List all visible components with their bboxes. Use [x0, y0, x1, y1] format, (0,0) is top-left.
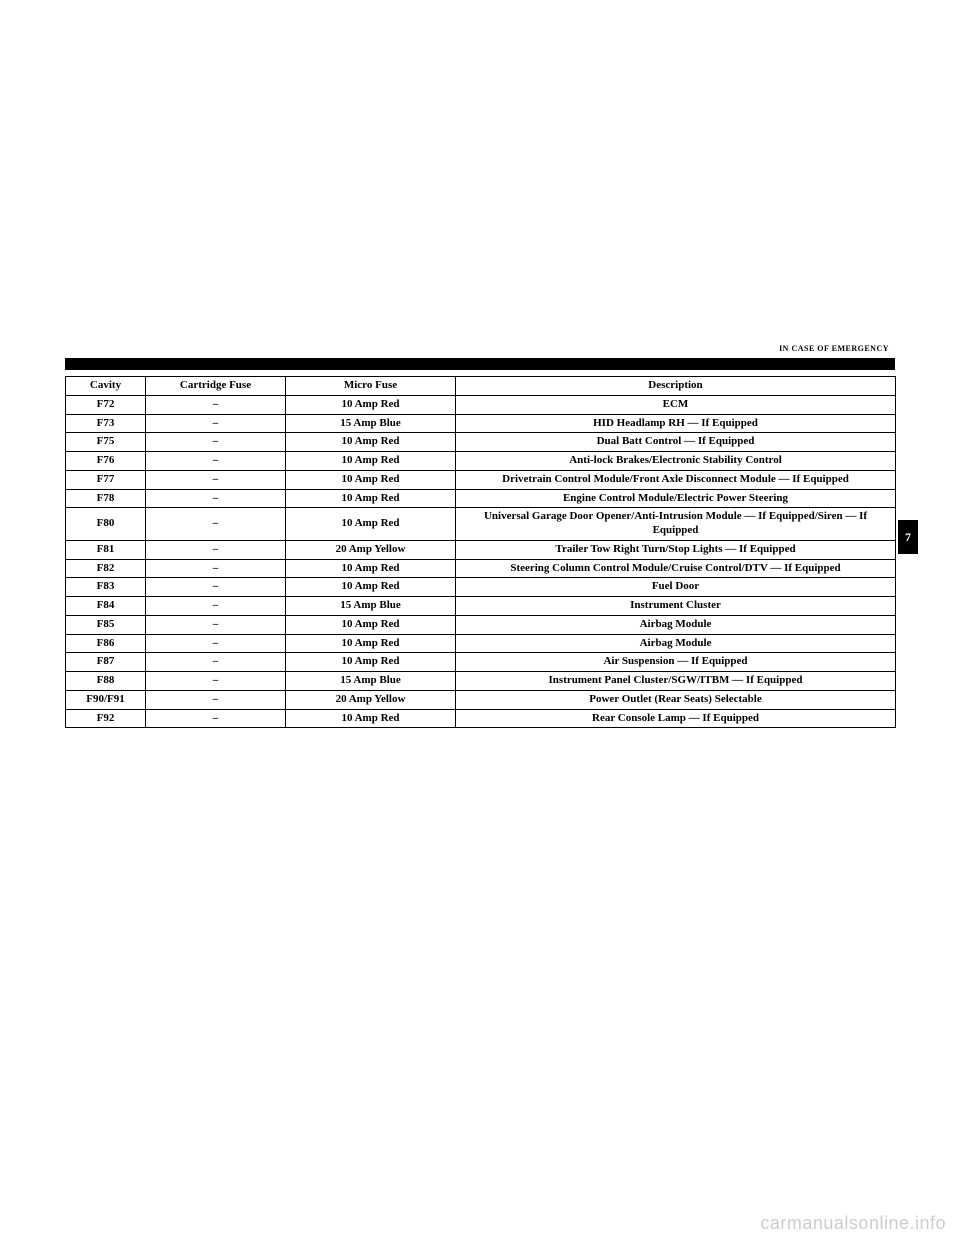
table-cell: 10 Amp Red [286, 653, 456, 672]
table-cell: Air Suspension — If Equipped [456, 653, 896, 672]
table-cell: F75 [66, 433, 146, 452]
table-head: Cavity Cartridge Fuse Micro Fuse Descrip… [66, 377, 896, 396]
table-cell: F77 [66, 470, 146, 489]
section-label: IN CASE OF EMERGENCY [779, 344, 889, 353]
table-cell: – [146, 414, 286, 433]
table-row: F78–10 Amp RedEngine Control Module/Elec… [66, 489, 896, 508]
table-cell: 15 Amp Blue [286, 597, 456, 616]
table-cell: 20 Amp Yellow [286, 690, 456, 709]
table-row: F77–10 Amp RedDrivetrain Control Module/… [66, 470, 896, 489]
table-cell: HID Headlamp RH — If Equipped [456, 414, 896, 433]
table-cell: F73 [66, 414, 146, 433]
table-cell: Airbag Module [456, 634, 896, 653]
table-cell: F80 [66, 508, 146, 541]
table-cell: – [146, 709, 286, 728]
table-cell: ECM [456, 395, 896, 414]
table-cell: Rear Console Lamp — If Equipped [456, 709, 896, 728]
table-cell: F87 [66, 653, 146, 672]
table-cell: Fuel Door [456, 578, 896, 597]
table-cell: – [146, 578, 286, 597]
table-cell: – [146, 672, 286, 691]
header-bar: IN CASE OF EMERGENCY [65, 358, 895, 370]
col-header: Cartridge Fuse [146, 377, 286, 396]
table-cell: F83 [66, 578, 146, 597]
table-row: F81–20 Amp YellowTrailer Tow Right Turn/… [66, 540, 896, 559]
table-cell: 10 Amp Red [286, 634, 456, 653]
table-cell: – [146, 597, 286, 616]
table-row: F92–10 Amp RedRear Console Lamp — If Equ… [66, 709, 896, 728]
table-cell: Steering Column Control Module/Cruise Co… [456, 559, 896, 578]
table-row: F85–10 Amp RedAirbag Module [66, 615, 896, 634]
table-cell: F76 [66, 452, 146, 471]
table-cell: Engine Control Module/Electric Power Ste… [456, 489, 896, 508]
table-cell: 10 Amp Red [286, 615, 456, 634]
table-cell: Trailer Tow Right Turn/Stop Lights — If … [456, 540, 896, 559]
table-cell: F90/F91 [66, 690, 146, 709]
table-row: F72–10 Amp RedECM [66, 395, 896, 414]
table-cell: – [146, 559, 286, 578]
table-cell: – [146, 615, 286, 634]
table-cell: 10 Amp Red [286, 489, 456, 508]
table-row: F86–10 Amp RedAirbag Module [66, 634, 896, 653]
watermark-text: carmanualsonline.info [760, 1213, 946, 1234]
table-cell: Power Outlet (Rear Seats) Selectable [456, 690, 896, 709]
table-cell: 10 Amp Red [286, 508, 456, 541]
table-cell: Drivetrain Control Module/Front Axle Dis… [456, 470, 896, 489]
table-cell: 10 Amp Red [286, 433, 456, 452]
table-body: F72–10 Amp RedECMF73–15 Amp BlueHID Head… [66, 395, 896, 728]
table-cell: Dual Batt Control — If Equipped [456, 433, 896, 452]
table-cell: 20 Amp Yellow [286, 540, 456, 559]
col-header: Description [456, 377, 896, 396]
table-cell: – [146, 508, 286, 541]
table-cell: – [146, 452, 286, 471]
table-cell: – [146, 433, 286, 452]
table-cell: Anti-lock Brakes/Electronic Stability Co… [456, 452, 896, 471]
table-row: F88–15 Amp BlueInstrument Panel Cluster/… [66, 672, 896, 691]
table-cell: – [146, 690, 286, 709]
table-cell: 10 Amp Red [286, 395, 456, 414]
table-row: F87–10 Amp RedAir Suspension — If Equipp… [66, 653, 896, 672]
table-cell: 10 Amp Red [286, 709, 456, 728]
table-cell: – [146, 395, 286, 414]
table-row: F82–10 Amp RedSteering Column Control Mo… [66, 559, 896, 578]
table-cell: Universal Garage Door Opener/Anti-Intrus… [456, 508, 896, 541]
table-cell: F84 [66, 597, 146, 616]
table-cell: Airbag Module [456, 615, 896, 634]
table-cell: F85 [66, 615, 146, 634]
table-cell: F78 [66, 489, 146, 508]
table-cell: 10 Amp Red [286, 559, 456, 578]
table-cell: Instrument Cluster [456, 597, 896, 616]
table-cell: – [146, 540, 286, 559]
col-header: Micro Fuse [286, 377, 456, 396]
table-cell: F81 [66, 540, 146, 559]
table-cell: 15 Amp Blue [286, 672, 456, 691]
table-cell: 10 Amp Red [286, 470, 456, 489]
manual-page: IN CASE OF EMERGENCY Cavity Cartridge Fu… [65, 358, 895, 728]
table-row: F83–10 Amp RedFuel Door [66, 578, 896, 597]
table-cell: F82 [66, 559, 146, 578]
table-cell: F92 [66, 709, 146, 728]
table-cell: – [146, 470, 286, 489]
table-row: F90/F91–20 Amp YellowPower Outlet (Rear … [66, 690, 896, 709]
fuse-table: Cavity Cartridge Fuse Micro Fuse Descrip… [65, 376, 896, 728]
table-cell: – [146, 634, 286, 653]
table-row: F84–15 Amp BlueInstrument Cluster [66, 597, 896, 616]
chapter-tab: 7 [898, 520, 918, 554]
table-cell: – [146, 653, 286, 672]
table-cell: – [146, 489, 286, 508]
chapter-number: 7 [905, 530, 911, 545]
table-cell: 10 Amp Red [286, 452, 456, 471]
table-row: F76–10 Amp RedAnti-lock Brakes/Electroni… [66, 452, 896, 471]
table-cell: F86 [66, 634, 146, 653]
col-header: Cavity [66, 377, 146, 396]
table-cell: 10 Amp Red [286, 578, 456, 597]
table-cell: F72 [66, 395, 146, 414]
table-row: F73–15 Amp BlueHID Headlamp RH — If Equi… [66, 414, 896, 433]
table-cell: 15 Amp Blue [286, 414, 456, 433]
table-cell: F88 [66, 672, 146, 691]
table-row: F80–10 Amp RedUniversal Garage Door Open… [66, 508, 896, 541]
table-row: F75–10 Amp RedDual Batt Control — If Equ… [66, 433, 896, 452]
table-cell: Instrument Panel Cluster/SGW/ITBM — If E… [456, 672, 896, 691]
